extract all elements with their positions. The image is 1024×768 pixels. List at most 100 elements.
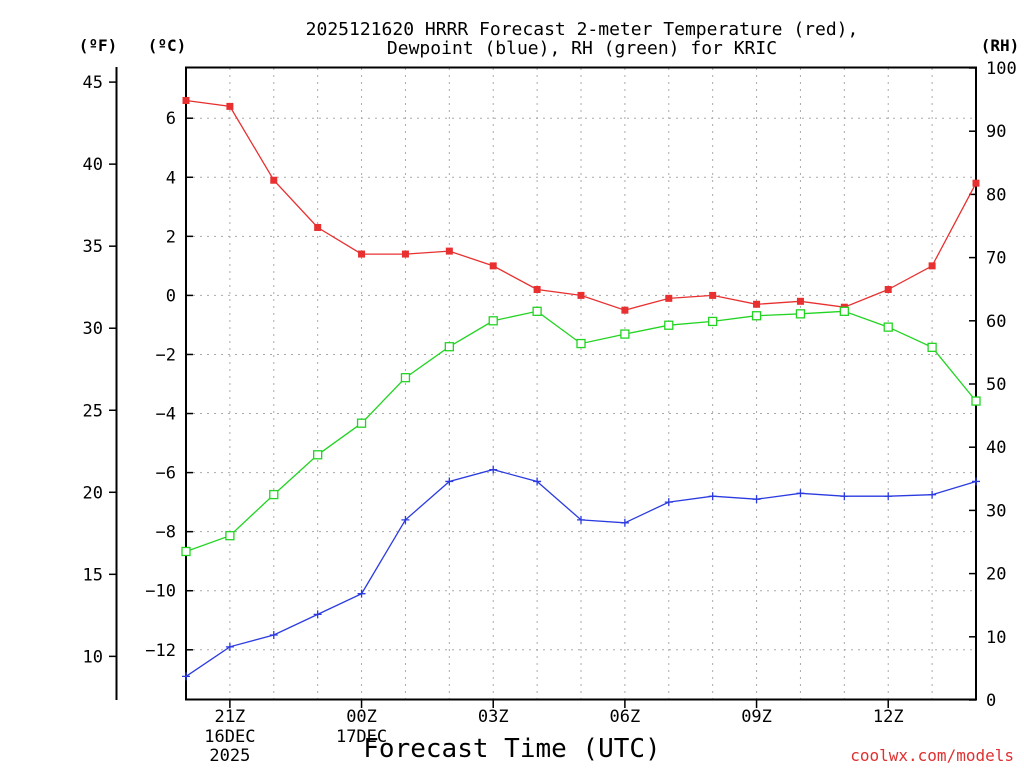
temperature-marker (401, 250, 409, 258)
fahrenheit-unit-label: (ºF) (79, 36, 118, 55)
rh-marker (181, 546, 191, 557)
celsius-tick-label: 6 (166, 109, 176, 129)
temperature-marker (709, 291, 717, 299)
fahrenheit-tick-label: 25 (83, 401, 103, 421)
rh-marker (971, 396, 981, 406)
chart-title-line1: 2025121620 HRRR Forecast 2-meter Tempera… (306, 19, 859, 40)
temperature-marker (314, 223, 322, 231)
rh-marker (356, 418, 367, 428)
celsius-tick-label: 0 (166, 286, 176, 306)
dewpoint-marker (533, 477, 542, 486)
rh-marker (313, 450, 323, 460)
rh-marker (400, 373, 411, 383)
fahrenheit-tick-label: 35 (83, 237, 103, 257)
temperature-marker (182, 96, 190, 104)
rh-marker (444, 342, 454, 352)
rh-marker (708, 316, 718, 327)
temperature-marker (577, 291, 585, 299)
dewpoint-marker (664, 498, 673, 507)
rh-marker (839, 306, 849, 316)
rh-tick-label: 50 (986, 375, 1006, 395)
celsius-tick-label: −12 (145, 641, 176, 661)
celsius-tick-label: 4 (166, 168, 176, 188)
axes (115, 66, 977, 701)
x-tick-date-label: 17DEC (336, 727, 387, 747)
temperature-marker (489, 262, 497, 270)
dewpoint-marker (489, 465, 498, 474)
dewpoint-marker (401, 515, 410, 524)
temperature-marker (665, 294, 673, 302)
temperature-marker (358, 250, 366, 258)
dewpoint-marker (972, 477, 980, 486)
celsius-unit-label: (ºC) (148, 36, 187, 55)
rh-marker (225, 531, 235, 541)
rh-tick-label: 90 (986, 122, 1006, 142)
dewpoint-marker (884, 492, 893, 501)
rh-marker (620, 329, 630, 339)
temperature-marker (928, 262, 936, 270)
rh-marker (664, 320, 674, 330)
fahrenheit-tick-label: 15 (83, 565, 103, 585)
temperature-marker (270, 176, 278, 184)
rh-tick-label: 80 (986, 185, 1006, 205)
celsius-tick-label: −10 (145, 582, 176, 602)
temperature-marker (533, 285, 541, 293)
x-tick-label: 12Z (873, 707, 904, 727)
rh-tick-label: 0 (986, 691, 996, 711)
x-tick-date-label: 16DEC (204, 727, 255, 747)
dewpoint-marker (269, 631, 278, 640)
fahrenheit-tick-label: 40 (83, 155, 103, 175)
dewpoint-marker (357, 589, 366, 598)
dewpoint-marker (620, 518, 629, 527)
rh-marker (532, 306, 542, 316)
credit-text: coolwx.com/models (850, 746, 1014, 765)
rh-unit-label: (RH) (981, 36, 1020, 55)
dewpoint-marker (708, 492, 717, 501)
rh-marker (927, 342, 937, 352)
dewpoint-marker (577, 515, 585, 524)
temperature-marker (972, 179, 980, 187)
temperature-marker (884, 285, 892, 293)
dewpoint-marker (182, 672, 190, 681)
dewpoint-marker (796, 489, 805, 498)
rh-marker (269, 489, 279, 500)
temperature-marker (753, 300, 761, 308)
rh-marker (576, 338, 586, 349)
dewpoint-marker (313, 610, 322, 619)
temperature-marker (621, 306, 629, 314)
rh-tick-label: 100 (986, 59, 1017, 79)
dewpoint-marker (225, 642, 234, 651)
dewpoint-marker (445, 477, 454, 486)
celsius-tick-label: −8 (156, 523, 176, 543)
temperature-marker (226, 102, 234, 110)
fahrenheit-tick-label: 10 (83, 647, 103, 667)
rh-tick-label: 10 (986, 628, 1006, 648)
x-tick-label: 09Z (741, 707, 772, 727)
celsius-tick-label: 2 (166, 227, 176, 247)
rh-tick-label: 20 (986, 565, 1006, 585)
fahrenheit-tick-label: 20 (83, 483, 103, 503)
rh-marker (883, 322, 893, 332)
x-tick-label: 06Z (610, 707, 641, 727)
x-tick-label: 21Z (215, 707, 246, 727)
fahrenheit-tick-label: 45 (83, 73, 103, 93)
celsius-tick-label: −4 (156, 405, 176, 425)
dewpoint-marker (928, 490, 937, 499)
dewpoint-marker (840, 492, 849, 501)
rh-marker (488, 316, 498, 326)
rh-tick-label: 40 (986, 438, 1006, 458)
grid-lines (186, 68, 976, 700)
rh-marker (795, 309, 806, 319)
dewpoint-marker (752, 495, 761, 504)
temperature-marker (796, 297, 804, 305)
celsius-tick-label: −2 (156, 345, 176, 365)
rh-marker (751, 311, 762, 321)
rh-tick-label: 70 (986, 249, 1006, 269)
data-series (181, 96, 981, 681)
rh-tick-label: 30 (986, 501, 1006, 521)
x-tick-label: 00Z (346, 707, 377, 727)
x-tick-year-label: 2025 (209, 746, 250, 766)
temperature-marker (445, 247, 453, 255)
